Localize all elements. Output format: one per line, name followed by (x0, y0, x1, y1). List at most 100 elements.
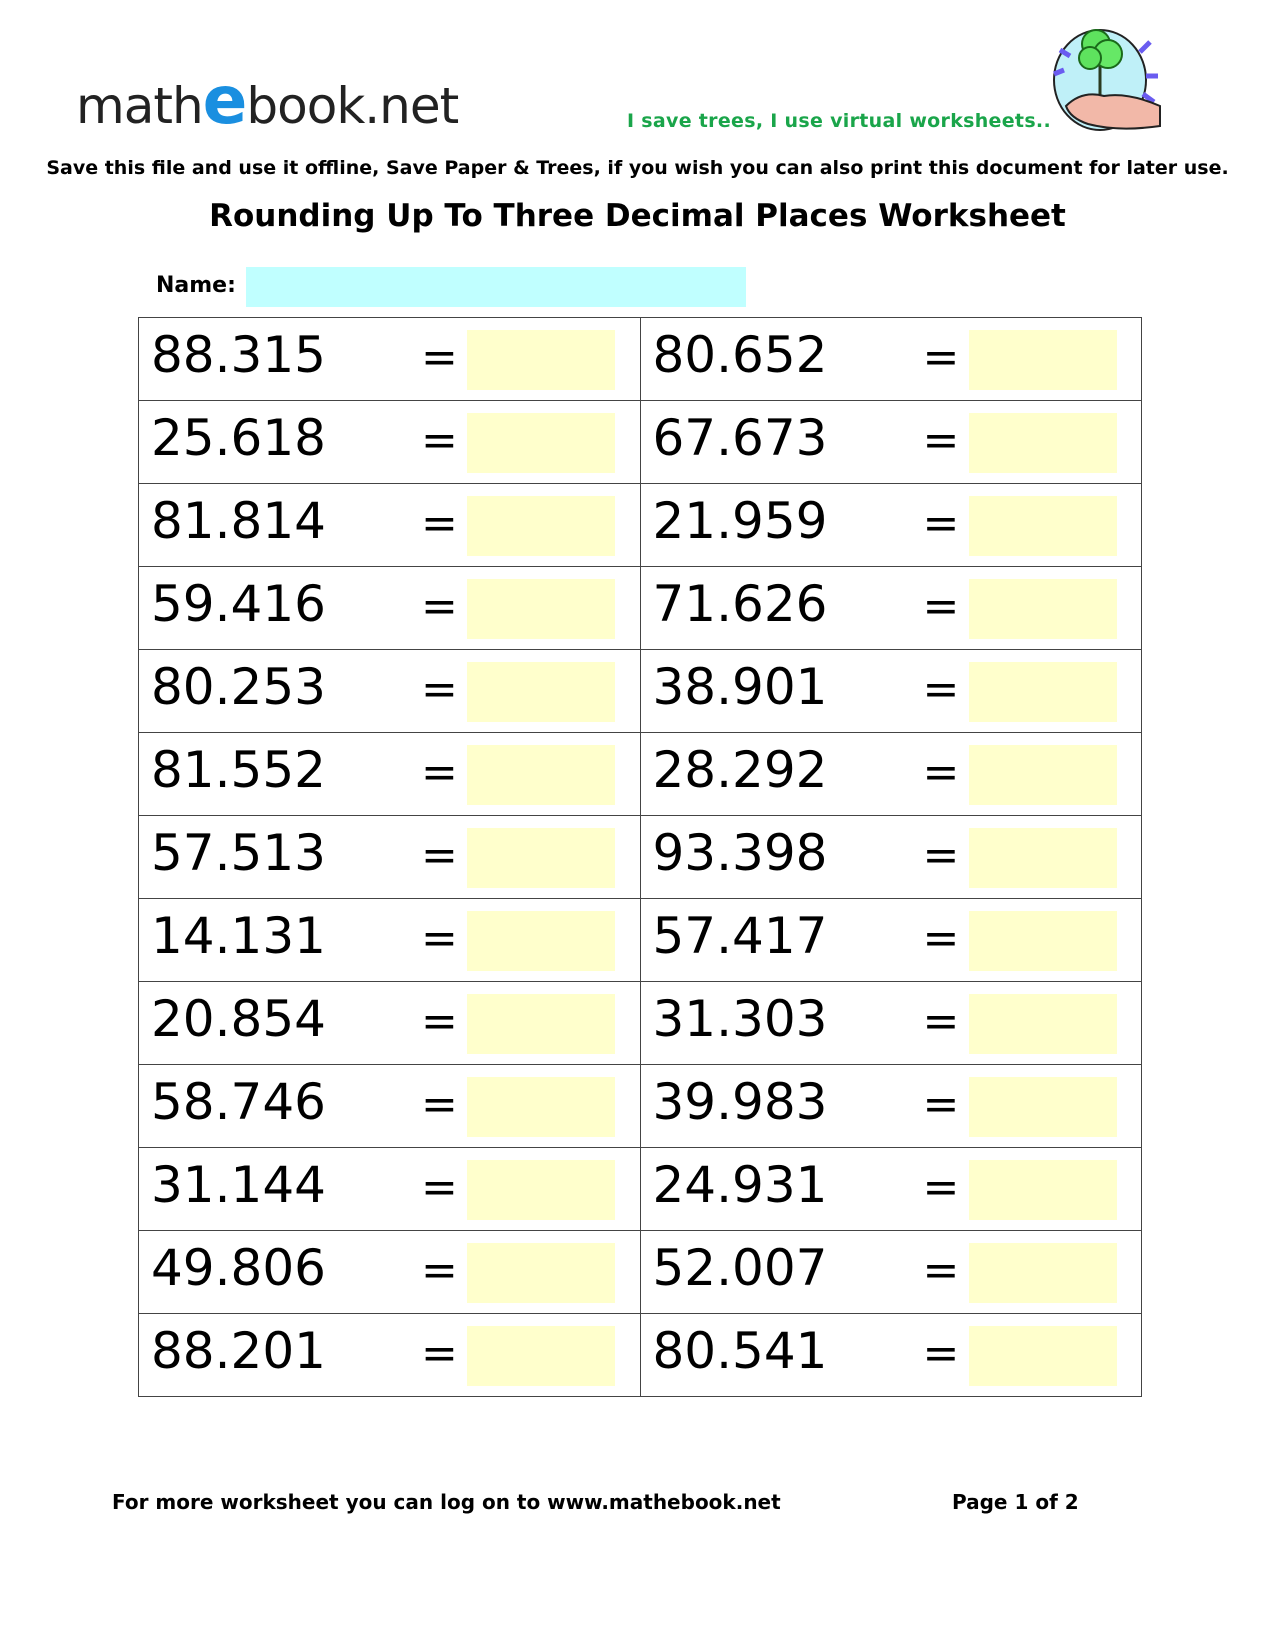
equals-sign: = (922, 415, 960, 466)
answer-input[interactable] (968, 1077, 1117, 1137)
equals-sign: = (922, 747, 960, 798)
equals-sign: = (922, 1328, 960, 1379)
problem-cell: 31.144 = (138, 1147, 641, 1231)
problem-number: 31.144 (151, 1156, 326, 1214)
equals-sign: = (421, 996, 458, 1047)
table-row: 88.201 = 80.541 = (138, 1313, 1142, 1397)
equals-sign: = (421, 1079, 458, 1130)
answer-input[interactable] (467, 1160, 615, 1220)
answer-input[interactable] (968, 496, 1117, 556)
problem-cell: 81.814 = (138, 483, 641, 567)
equals-sign: = (421, 830, 458, 881)
answer-input[interactable] (467, 1077, 615, 1137)
answer-input[interactable] (467, 496, 615, 556)
problem-cell: 88.315 = (138, 317, 641, 401)
table-row: 49.806 = 52.007 = (138, 1230, 1142, 1314)
table-row: 20.854 = 31.303 = (138, 981, 1142, 1065)
problem-cell: 57.513 = (138, 815, 641, 899)
answer-input[interactable] (467, 911, 615, 971)
logo-text: mathebook.net (76, 62, 459, 139)
equals-sign: = (421, 913, 458, 964)
answer-input[interactable] (968, 745, 1117, 805)
page-title: Rounding Up To Three Decimal Places Work… (209, 198, 1066, 234)
equals-sign: = (922, 664, 960, 715)
problem-number: 93.398 (652, 824, 828, 882)
answer-input[interactable] (467, 1326, 615, 1386)
name-label: Name: (156, 273, 236, 298)
answer-input[interactable] (968, 579, 1117, 639)
mathebook-logo: mathebook.net (76, 58, 466, 139)
problem-number: 88.315 (151, 326, 326, 384)
problem-cell: 21.959 = (639, 483, 1142, 567)
problem-cell: 14.131 = (138, 898, 641, 982)
table-row: 31.144 = 24.931 = (138, 1147, 1142, 1231)
answer-input[interactable] (968, 1326, 1117, 1386)
problem-number: 57.513 (151, 824, 326, 882)
problem-cell: 28.292 = (639, 732, 1142, 816)
problem-cell: 67.673 = (639, 400, 1142, 484)
problem-cell: 80.541 = (639, 1313, 1142, 1397)
answer-input[interactable] (968, 911, 1117, 971)
equals-sign: = (421, 498, 458, 549)
problem-cell: 24.931 = (639, 1147, 1142, 1231)
answer-input[interactable] (968, 413, 1117, 473)
equals-sign: = (922, 1079, 960, 1130)
problem-cell: 71.626 = (639, 566, 1142, 650)
problem-number: 81.552 (151, 741, 326, 799)
problem-number: 14.131 (151, 907, 326, 965)
answer-input[interactable] (467, 662, 615, 722)
problem-cell: 31.303 = (639, 981, 1142, 1065)
answer-input[interactable] (467, 745, 615, 805)
problem-number: 59.416 (151, 575, 326, 633)
answer-input[interactable] (467, 994, 615, 1054)
answer-input[interactable] (968, 828, 1117, 888)
problem-number: 21.959 (652, 492, 828, 550)
problem-number: 71.626 (652, 575, 828, 633)
save-notice: Save this file and use it offline, Save … (46, 157, 1229, 179)
problem-number: 20.854 (151, 990, 326, 1048)
problem-cell: 59.416 = (138, 566, 641, 650)
answer-input[interactable] (467, 1243, 615, 1303)
problem-cell: 58.746 = (138, 1064, 641, 1148)
table-row: 81.814 = 21.959 = (138, 483, 1142, 567)
problem-number: 80.541 (652, 1322, 828, 1380)
answer-input[interactable] (467, 828, 615, 888)
problem-cell: 49.806 = (138, 1230, 641, 1314)
answer-input[interactable] (968, 330, 1117, 390)
equals-sign: = (922, 913, 960, 964)
answer-input[interactable] (968, 662, 1117, 722)
answer-input[interactable] (467, 579, 615, 639)
problem-number: 58.746 (151, 1073, 326, 1131)
equals-sign: = (421, 664, 458, 715)
problem-number: 28.292 (652, 741, 828, 799)
equals-sign: = (421, 581, 458, 632)
answer-input[interactable] (467, 330, 615, 390)
equals-sign: = (922, 996, 960, 1047)
problem-number: 80.652 (652, 326, 828, 384)
table-row: 59.416 = 71.626 = (138, 566, 1142, 650)
answer-input[interactable] (968, 1160, 1117, 1220)
page-number: Page 1 of 2 (952, 1490, 1079, 1514)
answer-input[interactable] (467, 413, 615, 473)
answer-input[interactable] (968, 994, 1117, 1054)
tree-in-hand-icon (1048, 14, 1164, 132)
table-row: 80.253 = 38.901 = (138, 649, 1142, 733)
problem-cell: 57.417 = (639, 898, 1142, 982)
name-input[interactable] (246, 267, 746, 307)
problem-number: 88.201 (151, 1322, 326, 1380)
equals-sign: = (421, 332, 458, 383)
problem-number: 67.673 (652, 409, 828, 467)
tagline: I save trees, I use virtual worksheets.. (627, 110, 1051, 132)
problem-number: 39.983 (652, 1073, 828, 1131)
equals-sign: = (421, 747, 458, 798)
problem-number: 49.806 (151, 1239, 326, 1297)
answer-input[interactable] (968, 1243, 1117, 1303)
footer-link-text: For more worksheet you can log on to www… (112, 1490, 781, 1514)
problem-number: 31.303 (652, 990, 828, 1048)
equals-sign: = (922, 830, 960, 881)
problem-cell: 39.983 = (639, 1064, 1142, 1148)
equals-sign: = (922, 332, 960, 383)
problem-number: 52.007 (652, 1239, 828, 1297)
equals-sign: = (421, 1162, 458, 1213)
problem-cell: 80.652 = (639, 317, 1142, 401)
